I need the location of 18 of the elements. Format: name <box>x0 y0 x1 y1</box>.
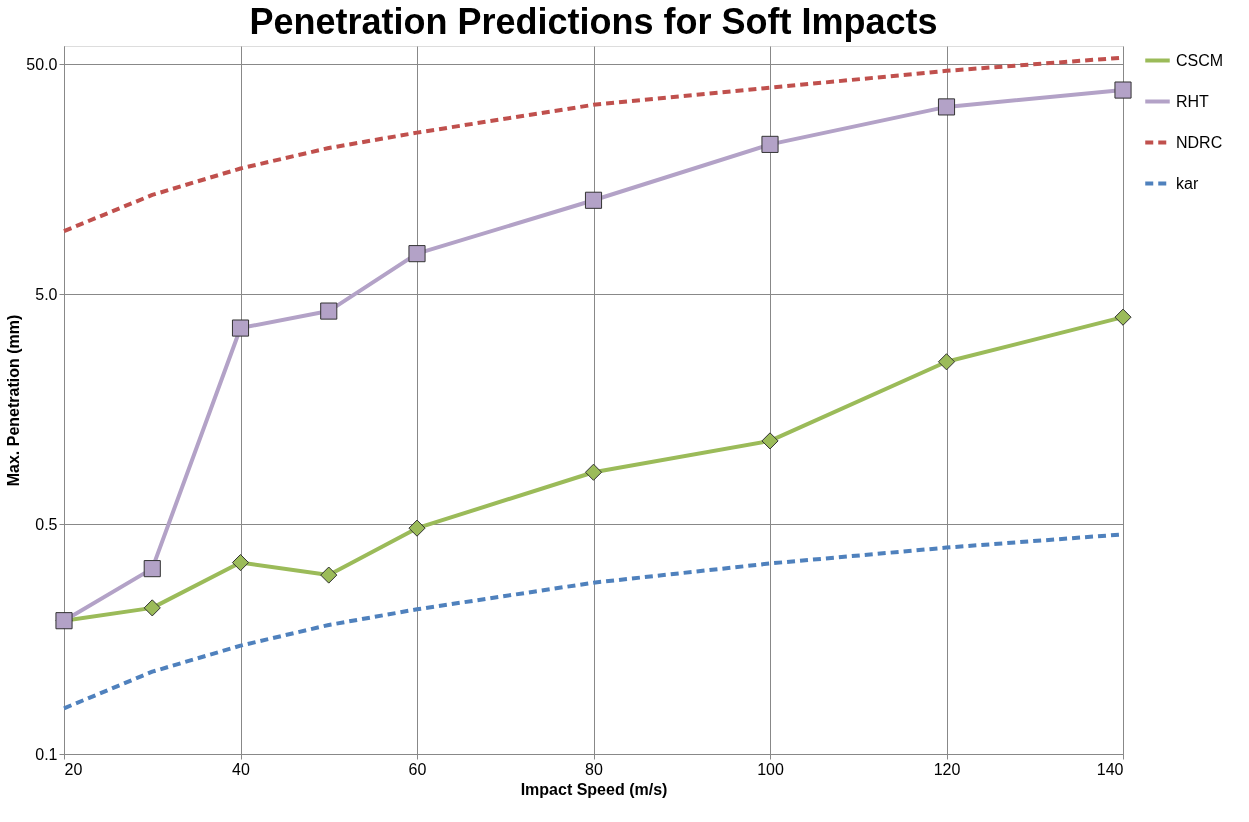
x-tick-label: 60 <box>408 760 427 778</box>
x-tick-label: 20 <box>64 760 83 778</box>
x-tick-label: 40 <box>232 760 250 778</box>
y-axis-title: Max. Penetration (mm) <box>5 314 23 487</box>
x-tick-label: 100 <box>757 760 784 778</box>
x-tick-label: 120 <box>933 760 961 778</box>
legend-label: CSCM <box>1176 51 1224 69</box>
y-tick-label: 50.0 <box>26 55 58 73</box>
x-tick-label: 140 <box>1096 760 1124 778</box>
y-tick-label: 0.1 <box>35 745 58 763</box>
y-tick-label: 0.5 <box>35 515 58 533</box>
legend-label: RHT <box>1176 92 1210 110</box>
x-tick-label: 80 <box>585 760 603 778</box>
legend-label: kar <box>1176 174 1199 192</box>
chart-title: Penetration Predictions for Soft Impacts <box>249 1 938 42</box>
y-tick-label: 5.0 <box>35 285 58 303</box>
x-axis-title: Impact Speed (m/s) <box>520 780 668 798</box>
legend-label: NDRC <box>1176 133 1223 151</box>
